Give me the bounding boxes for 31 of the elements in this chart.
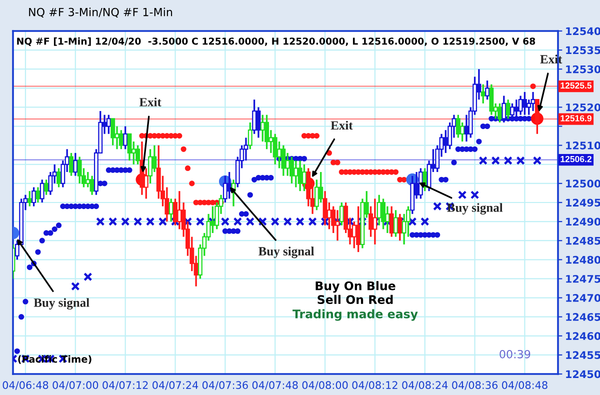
x-tick-label: 04/08:00 bbox=[302, 381, 348, 390]
y-tick-label: 12485 bbox=[566, 236, 600, 245]
x-tick-label: 04/08:24 bbox=[402, 381, 448, 390]
y-tick-label: 12495 bbox=[566, 198, 600, 207]
annotation: Exit bbox=[330, 120, 353, 130]
text: NQ #F 3-Min/NQ #F 1-Min bbox=[29, 8, 172, 18]
x-tick-label: 04/07:48 bbox=[252, 381, 298, 390]
ref-line-label: 12525.5 bbox=[560, 82, 592, 89]
annotation: NQ #F [1-Min] 12/04/20 -3.5000 C 12516.0000, H 12520.0000, L 12516.0000, O 12519.2500, V 68 bbox=[17, 37, 536, 46]
annotation: Trading made easy bbox=[292, 309, 418, 321]
annotation: Exit bbox=[139, 98, 162, 106]
y-tick-label: 12455 bbox=[566, 351, 600, 360]
x-tick-label: 04/07:24 bbox=[152, 381, 198, 390]
annotation: Buy signal bbox=[447, 203, 503, 215]
ref-line-label: 12516.9 bbox=[560, 115, 592, 122]
ref-line-label: 12506.2 bbox=[560, 156, 592, 162]
y-tick-label: 12475 bbox=[566, 274, 600, 283]
x-tick-label: 04/07:12 bbox=[102, 381, 148, 390]
x-tick-label: 04/08:12 bbox=[352, 381, 398, 390]
y-tick-label: 12535 bbox=[566, 46, 600, 54]
x-tick-label: 04/07:36 bbox=[202, 381, 248, 390]
annotation: Buy signal bbox=[258, 246, 314, 258]
annotation: Buy On Blue bbox=[316, 281, 396, 293]
x-tick-label: 04/08:36 bbox=[452, 381, 498, 390]
x-tick-label: 04/06:48 bbox=[2, 381, 48, 390]
annotation: Buy signal bbox=[34, 298, 90, 310]
y-tick-label: 12465 bbox=[566, 313, 600, 321]
x-tick-label: 04/07:00 bbox=[52, 381, 98, 390]
annotation: 00:39 bbox=[500, 350, 530, 358]
annotation: Sell On Red bbox=[318, 294, 393, 304]
x-tick-label: 04/08:48 bbox=[502, 381, 548, 390]
